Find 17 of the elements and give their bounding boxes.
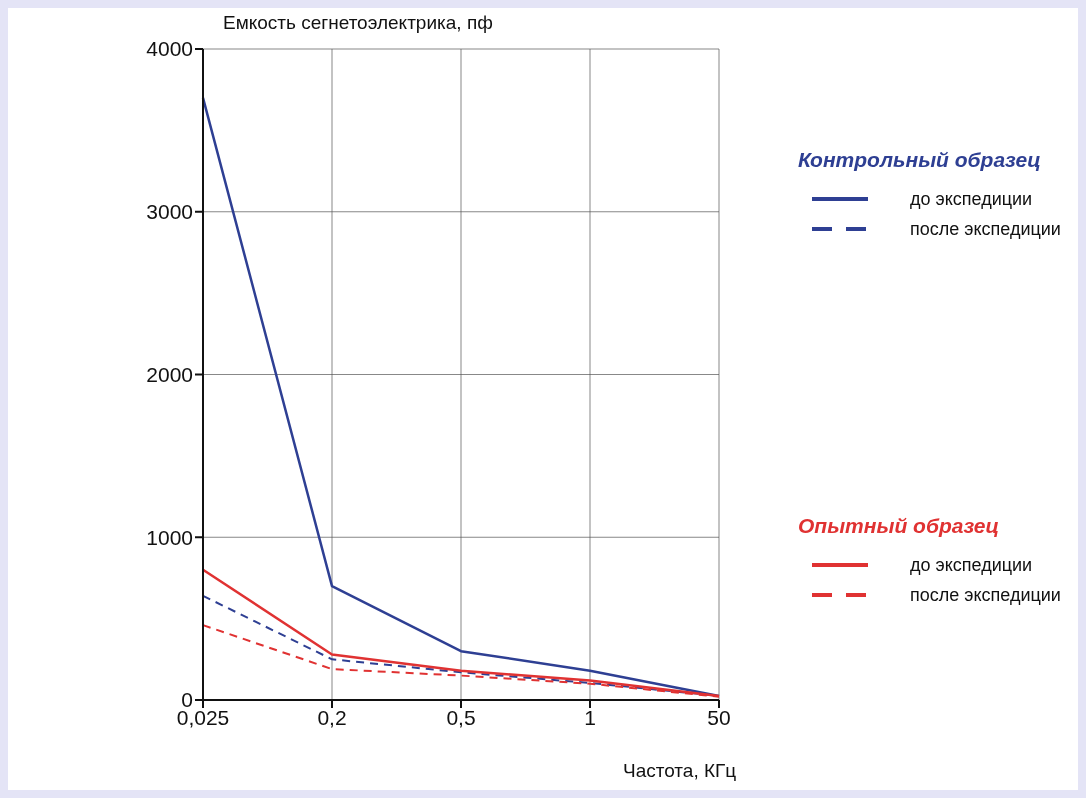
legend-label: до экспедиции xyxy=(910,188,1033,210)
text: Контрольный образец xyxy=(798,148,1042,172)
y-tick-label: 1000 xyxy=(146,525,193,549)
x-tick-label: 1 xyxy=(584,705,596,729)
legend-label: после экспедиции xyxy=(910,584,1061,606)
y-tick-label: 0 xyxy=(181,688,193,712)
legend-label: до экспедиции xyxy=(910,554,1033,576)
y-tick-label: 3000 xyxy=(146,200,193,224)
x-tick-label: 0,2 xyxy=(317,705,347,729)
x-axis-title: Частота, КГц xyxy=(623,760,737,782)
x-tick-label: 0,5 xyxy=(446,705,476,729)
y-tick-label: 2000 xyxy=(146,362,193,386)
x-tick-label: 50 xyxy=(707,705,731,729)
text: Опытный образец xyxy=(798,514,1001,538)
legend-label: после экспедиции xyxy=(910,218,1061,240)
y-axis-title: Емкость сегнетоэлектрика, пф xyxy=(223,12,493,34)
y-tick-label: 4000 xyxy=(146,37,193,61)
